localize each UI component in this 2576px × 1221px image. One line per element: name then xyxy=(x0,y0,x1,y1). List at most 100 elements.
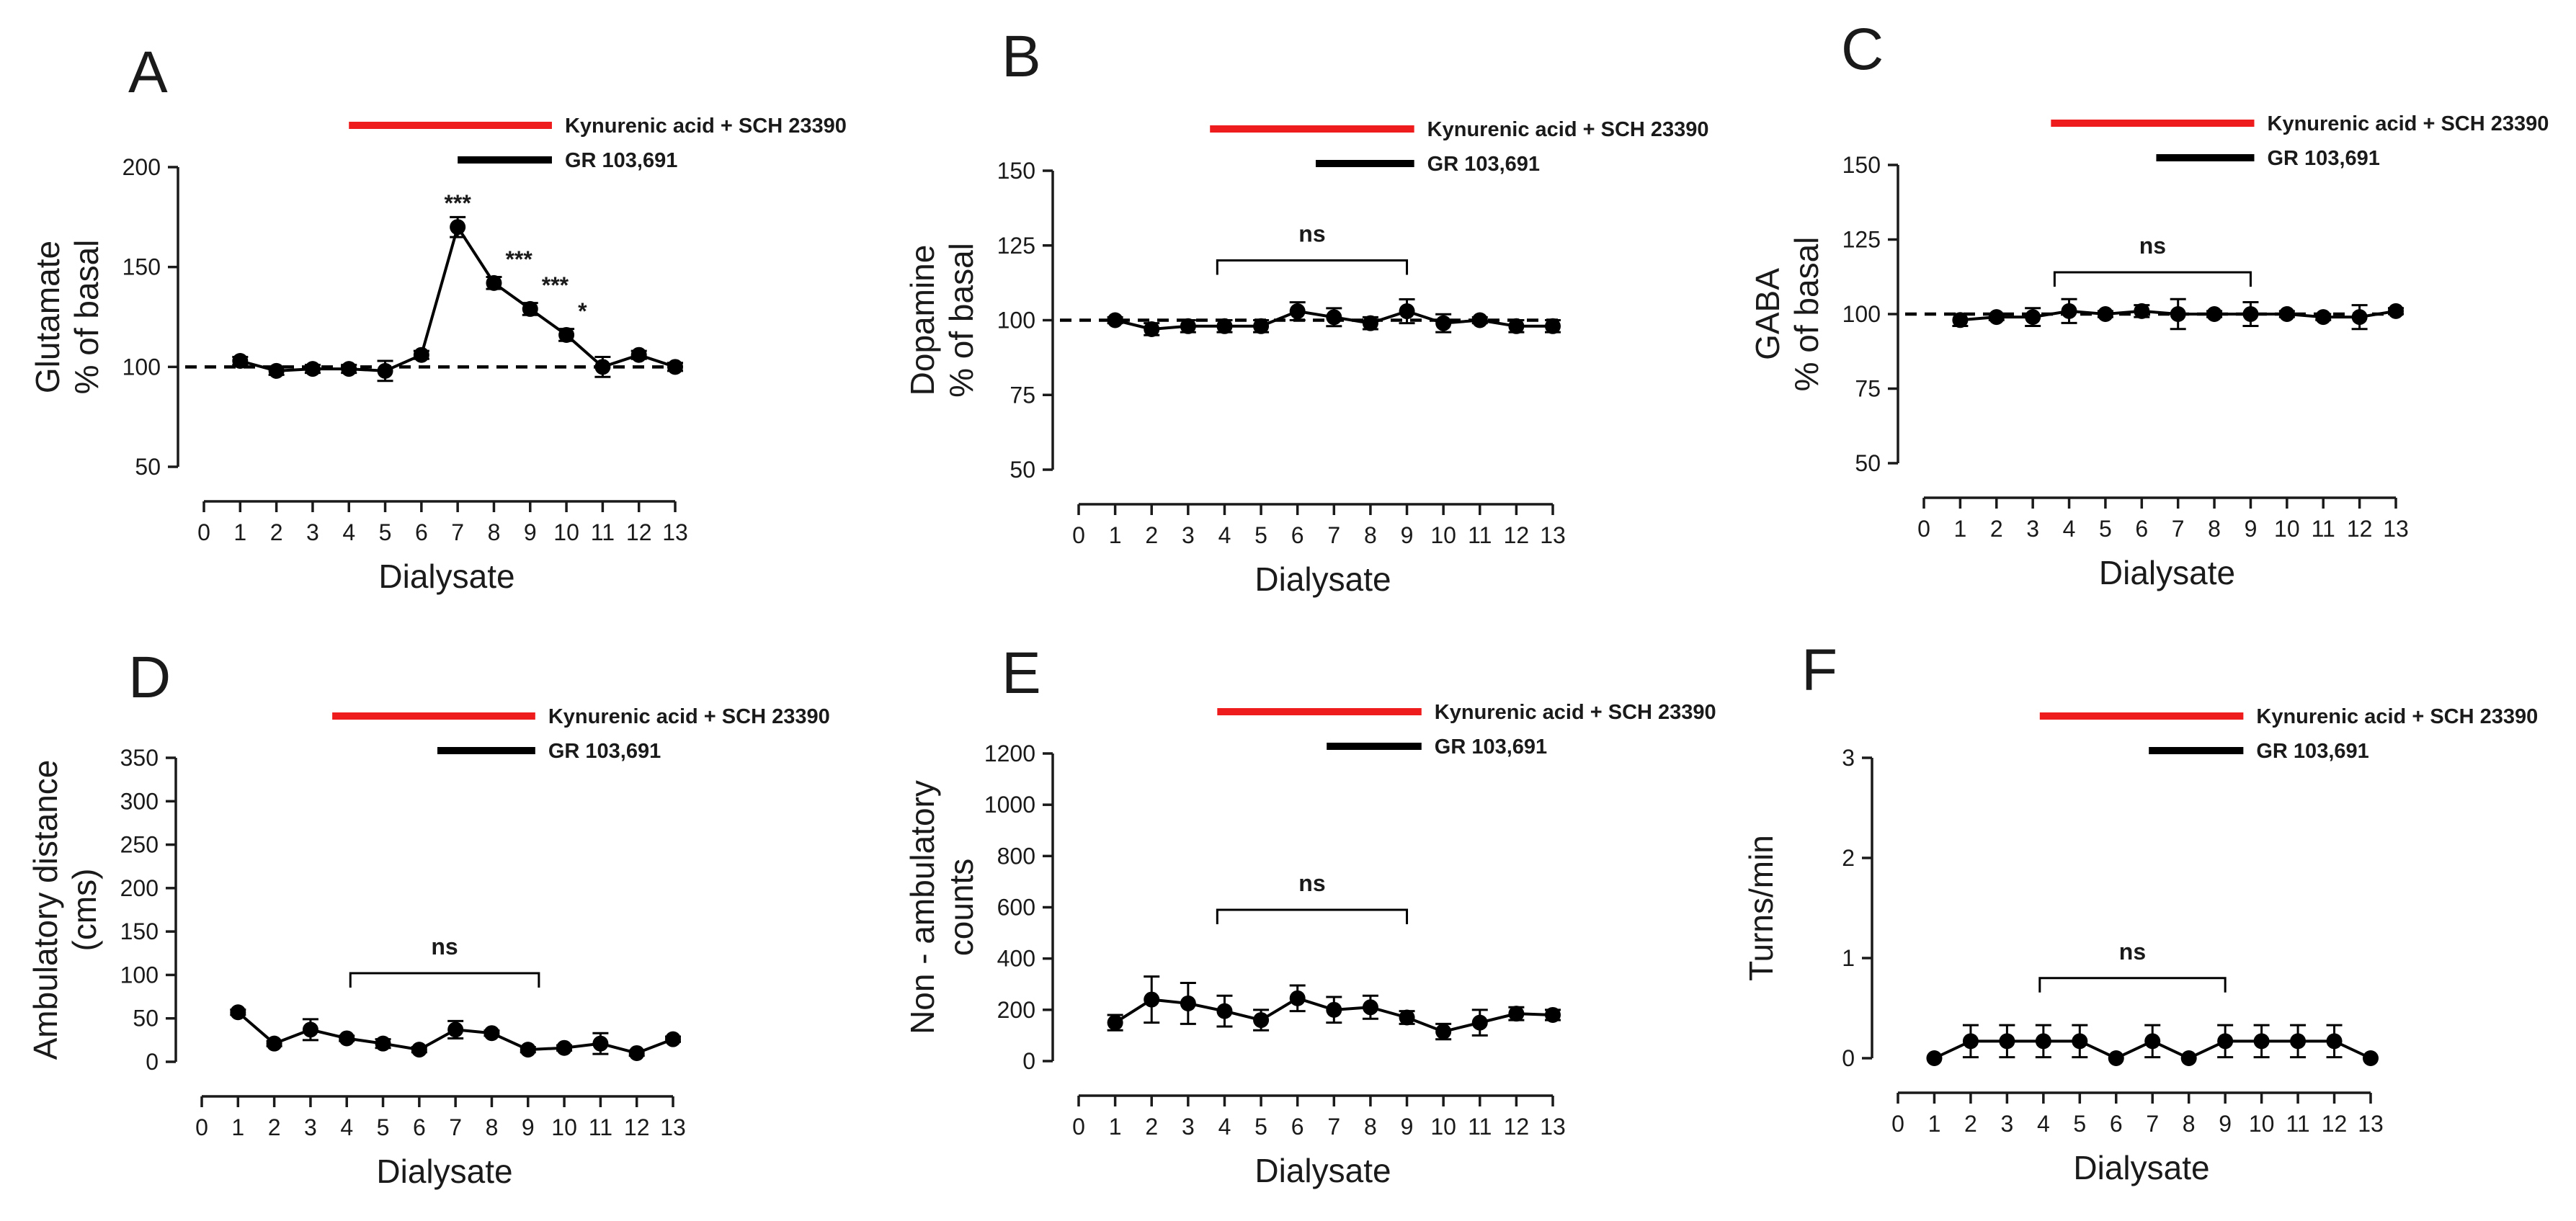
x-tick-label: 6 xyxy=(413,1114,426,1140)
black-treatment-label: GR 103,691 xyxy=(2268,147,2380,170)
x-tick-label: 8 xyxy=(2208,516,2221,542)
data-point xyxy=(230,1004,246,1021)
data-point xyxy=(302,1021,318,1038)
ns-bracket xyxy=(2053,271,2252,287)
x-tick-label: 0 xyxy=(1891,1111,1904,1137)
x-axis-title: Dialysate xyxy=(2073,1149,2209,1186)
y-tick-label: 3 xyxy=(1842,745,1855,771)
x-tick-label: 5 xyxy=(2073,1111,2086,1137)
x-tick-label: 4 xyxy=(2037,1111,2050,1137)
y-tick-label: 50 xyxy=(1855,450,1881,476)
red-treatment-label: Kynurenic acid + SCH 23390 xyxy=(2268,112,2549,135)
y-tick-label: 250 xyxy=(120,832,159,858)
y-tick-label: 100 xyxy=(120,962,159,988)
data-point xyxy=(1107,1014,1123,1031)
data-point xyxy=(1399,1009,1415,1026)
data-point xyxy=(558,326,575,343)
x-tick-label: 13 xyxy=(662,519,688,545)
x-tick-label: 11 xyxy=(1468,522,1492,548)
red-treatment-label: Kynurenic acid + SCH 23390 xyxy=(1427,118,1709,141)
data-point xyxy=(1435,1024,1452,1040)
ns-bracket xyxy=(1216,259,1409,275)
x-tick-label: 7 xyxy=(451,519,464,545)
x-tick-label: 5 xyxy=(377,1114,390,1140)
x-tick-label: 8 xyxy=(486,1114,499,1140)
y-axis-title: Turns/min xyxy=(1742,835,1780,981)
x-tick-label: 8 xyxy=(488,519,501,545)
x-tick-label: 9 xyxy=(1401,1114,1414,1140)
x-tick-label: 4 xyxy=(342,519,355,545)
x-tick-label: 3 xyxy=(2026,516,2039,542)
data-point xyxy=(628,1045,645,1061)
x-tick-label: 13 xyxy=(1540,1114,1566,1140)
data-point xyxy=(667,359,683,375)
data-point xyxy=(1471,1014,1488,1031)
y-tick-label: 300 xyxy=(120,788,159,814)
x-tick-label: 9 xyxy=(524,519,537,545)
y-tick-label: 50 xyxy=(133,1006,159,1032)
data-point xyxy=(1326,1001,1342,1018)
x-tick-label: 0 xyxy=(195,1114,208,1140)
y-tick-label: 600 xyxy=(997,895,1035,921)
data-point xyxy=(1180,995,1196,1011)
y-tick-label: 100 xyxy=(1842,301,1881,327)
x-tick-label: 12 xyxy=(624,1114,650,1140)
data-point xyxy=(2025,309,2041,326)
x-tick-label: 1 xyxy=(231,1114,244,1140)
data-point xyxy=(2388,303,2404,319)
data-point xyxy=(1289,990,1306,1006)
x-tick-label: 5 xyxy=(1254,522,1267,548)
data-point xyxy=(556,1039,573,1056)
data-point xyxy=(377,362,393,379)
x-axis-title: Dialysate xyxy=(378,558,514,595)
y-axis-title: Dopamine xyxy=(904,245,941,396)
significance-annotation: *** xyxy=(444,190,471,216)
ns-label: ns xyxy=(1298,221,1325,247)
x-tick-label: 8 xyxy=(2183,1111,2196,1137)
data-point xyxy=(520,1042,536,1058)
x-tick-label: 5 xyxy=(1254,1114,1267,1140)
data-point xyxy=(2242,306,2259,322)
y-tick-label: 125 xyxy=(997,233,1035,259)
x-tick-label: 13 xyxy=(2358,1111,2384,1137)
data-point xyxy=(2351,309,2368,326)
y-axis-title: GABA xyxy=(1749,268,1786,360)
data-point xyxy=(483,1025,500,1042)
data-point xyxy=(232,353,249,370)
x-tick-label: 7 xyxy=(2146,1111,2159,1137)
ns-label: ns xyxy=(431,934,458,960)
ns-label: ns xyxy=(2139,233,2166,259)
black-treatment-label: GR 103,691 xyxy=(1435,735,1547,759)
x-tick-label: 6 xyxy=(1291,522,1304,548)
x-tick-label: 12 xyxy=(626,519,652,545)
data-point xyxy=(1926,1050,1943,1066)
data-point xyxy=(1545,318,1561,334)
data-point xyxy=(1180,318,1196,334)
data-point xyxy=(2315,309,2332,326)
data-point xyxy=(413,346,429,363)
x-tick-label: 1 xyxy=(233,519,246,545)
x-tick-label: 11 xyxy=(591,519,615,545)
data-point xyxy=(411,1042,427,1058)
data-point xyxy=(2326,1033,2343,1050)
y-axis-title: Glutamate xyxy=(29,241,66,393)
data-point xyxy=(2072,1033,2088,1050)
ns-label: ns xyxy=(2119,939,2146,965)
ns-label: ns xyxy=(1298,870,1325,896)
y-tick-label: 100 xyxy=(122,354,161,380)
x-tick-label: 13 xyxy=(660,1114,686,1140)
data-point xyxy=(1988,309,2005,326)
ns-bracket xyxy=(1216,908,1409,925)
y-tick-label: 200 xyxy=(997,997,1035,1023)
data-point xyxy=(630,346,647,363)
data-point xyxy=(266,1035,282,1052)
x-tick-label: 0 xyxy=(197,519,210,545)
y-tick-label: 0 xyxy=(1022,1048,1035,1074)
y-axis-title: % of basal xyxy=(1788,237,1825,392)
data-point xyxy=(375,1035,391,1052)
x-tick-label: 2 xyxy=(268,1114,281,1140)
